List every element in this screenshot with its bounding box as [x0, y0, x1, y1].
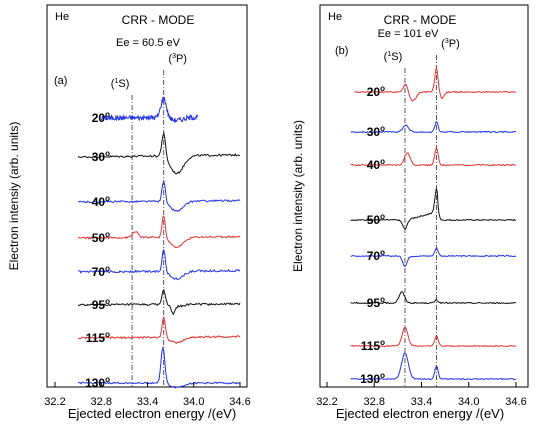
angle-label: 20o — [367, 84, 385, 99]
y-axis-title: Electron intensity (arb. units) — [291, 120, 305, 272]
x-tick-label: 32.8 — [364, 396, 385, 408]
spectrum-line — [77, 288, 241, 316]
x-tick-label: 32.2 — [44, 396, 65, 408]
reference-line-label: (1S) — [111, 78, 130, 90]
reference-line-label: (1S) — [384, 51, 403, 63]
spectrum-line — [77, 215, 241, 249]
mode-title: CRR - MODE — [384, 13, 457, 27]
angle-label: 115o — [86, 330, 110, 345]
element-label: He — [55, 11, 69, 23]
spectrum-line — [354, 67, 517, 102]
spectrum-line — [350, 247, 517, 267]
reference-line-label: (3P) — [441, 38, 460, 50]
angle-label: 130o — [85, 375, 110, 390]
angle-label: 50o — [92, 230, 110, 245]
angle-label: 50o — [367, 212, 385, 227]
panel-label: (b) — [335, 45, 348, 57]
x-tick-label: 34.0 — [458, 396, 479, 408]
spectrum-line — [78, 179, 241, 212]
x-axis-title: Ejected electron energy /(eV) — [336, 406, 504, 421]
spectrum-line — [350, 326, 517, 348]
angle-label: 30o — [367, 124, 385, 139]
angle-label: 115o — [361, 338, 385, 353]
angle-label: 70o — [367, 248, 385, 263]
y-axis-title: Electron intensiy (arb. units) — [7, 122, 21, 271]
spectrum-line — [77, 345, 241, 389]
x-tick-label: 33.4 — [137, 396, 158, 408]
spectrum-line — [78, 315, 241, 345]
panel-b: He CRR - MODE Ee = 101 eV (b) Ejected el… — [291, 4, 529, 421]
x-tick-label: 34.0 — [183, 396, 204, 408]
angle-label: 40o — [92, 194, 110, 209]
mode-title: CRR - MODE — [122, 13, 195, 27]
angle-label: 130o — [360, 371, 385, 386]
x-axis-title: Ejected electron energy /(eV) — [68, 406, 236, 421]
spectrum-line — [350, 147, 517, 167]
x-tick-label: 34.6 — [229, 396, 250, 408]
plot-frame — [319, 4, 529, 388]
angle-label: 70o — [92, 264, 110, 279]
angle-label: 40o — [367, 157, 385, 172]
spectrum-line — [100, 96, 199, 123]
panel-a: He CRR - MODE Ee = 60.5 eV (a) Ejected e… — [7, 4, 251, 421]
x-tick-label: 33.4 — [411, 396, 432, 408]
angle-label: 95o — [367, 295, 385, 310]
spectrum-line — [77, 131, 241, 175]
spectrum-line — [350, 291, 517, 305]
energy-label: Ee = 60.5 eV — [116, 37, 181, 49]
x-tick-label: 32.8 — [91, 396, 112, 408]
plot-frame — [46, 4, 248, 388]
angle-label: 30o — [92, 149, 110, 164]
energy-label: Ee = 101 eV — [378, 28, 440, 40]
spectrum-line — [350, 187, 517, 230]
spectrum-line — [350, 352, 517, 381]
angle-label: 20o — [92, 110, 110, 125]
element-label: He — [328, 11, 342, 23]
x-tick-label: 34.6 — [505, 396, 526, 408]
spectrum-line — [78, 248, 241, 281]
panel-label: (a) — [54, 75, 67, 87]
x-tick-label: 32.2 — [316, 396, 337, 408]
angle-label: 95o — [92, 297, 110, 312]
reference-line-label: (3P) — [168, 53, 187, 65]
spectrum-line — [350, 120, 517, 134]
